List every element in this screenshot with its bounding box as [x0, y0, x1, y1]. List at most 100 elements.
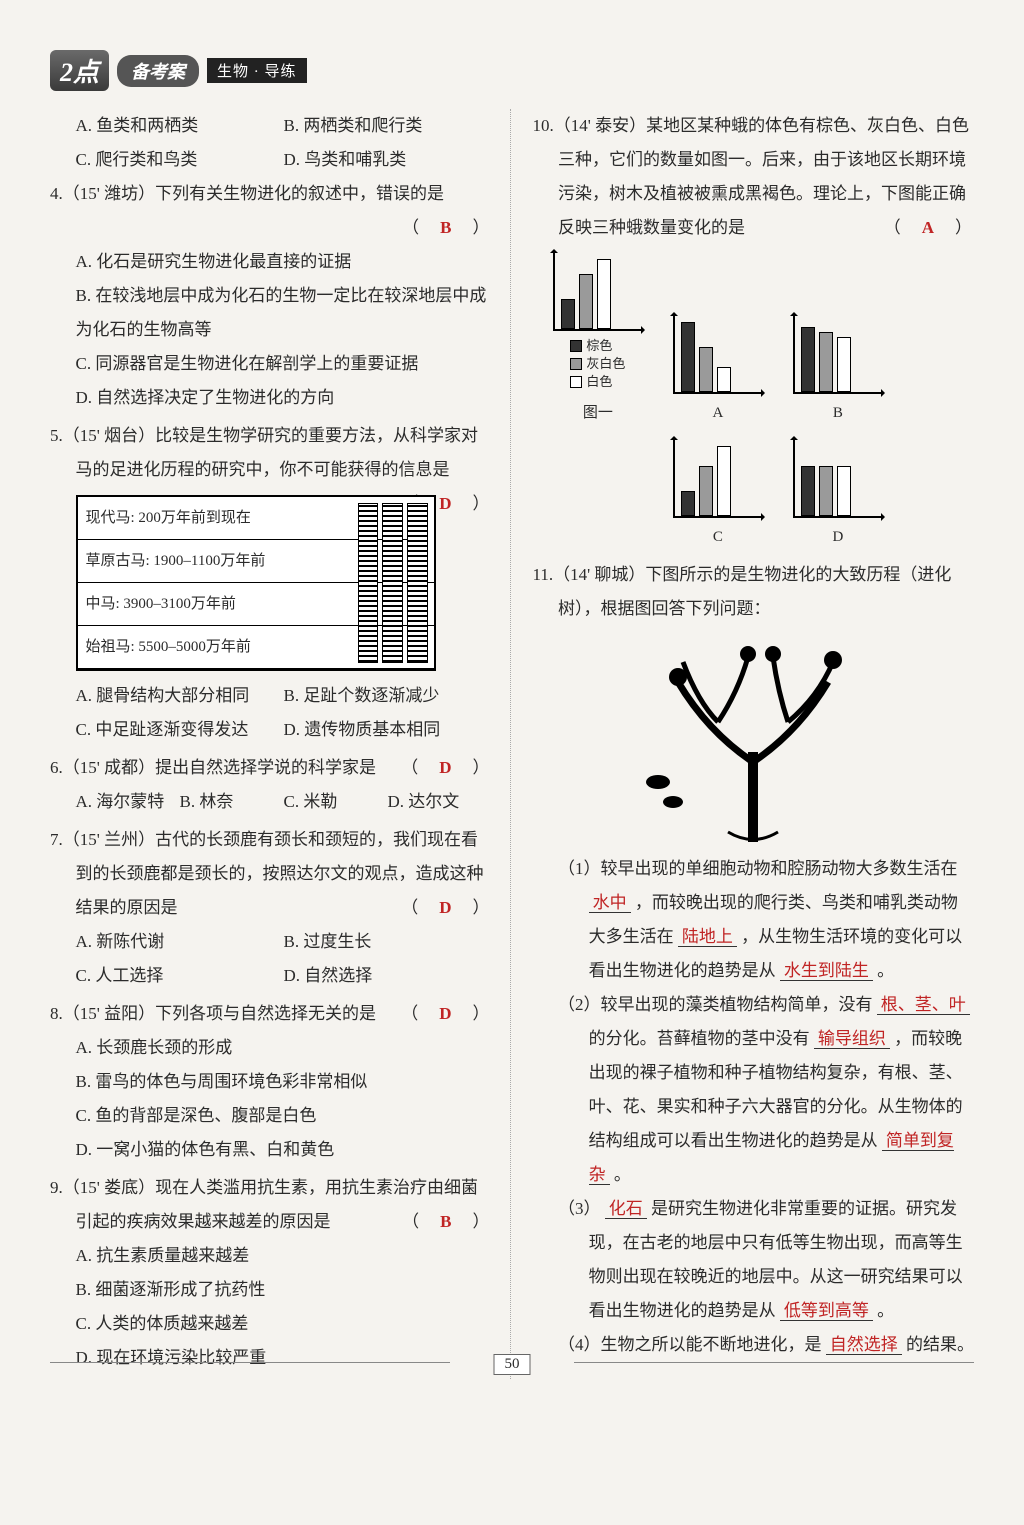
right-column: 10.（14' 泰安）某地区某种蛾的体色有棕色、灰白色、白色三种，它们的数量如图…: [533, 109, 975, 1379]
q6-opts: A. 海尔蒙特 B. 林奈 C. 米勒 D. 达尔文: [50, 785, 492, 819]
horse-bone-icons: [358, 503, 428, 663]
q9-answer: B: [440, 1212, 453, 1231]
q5-opts-row2: C. 中足趾逐渐变得发达 D. 遗传物质基本相同: [50, 713, 492, 747]
moth-charts: 棕色 灰白色 白色 图一 A B C: [553, 251, 974, 552]
legend-graywhite: 灰白色: [586, 355, 625, 373]
q5-stem-text: 5.（15' 烟台）比较是生物学研究的重要方法，从科学家对马的足进化历程的研究中…: [50, 426, 478, 479]
q11-stem: 11.（14' 聊城）下图所示的是生物进化的大致历程（进化树），根据图回答下列问…: [533, 558, 975, 626]
q11-4-fill1: 自然选择: [826, 1335, 902, 1355]
q7-opts-row1: A. 新陈代谢 B. 过度生长: [50, 925, 492, 959]
evolution-tree-figure: [628, 632, 878, 842]
chart-fig1: [553, 251, 643, 331]
q11-2-fill1: 根、茎、叶: [877, 995, 970, 1015]
q10-stem: 10.（14' 泰安）某地区某种蛾的体色有棕色、灰白色、白色三种，它们的数量如图…: [533, 109, 975, 245]
q5-opts-row1: A. 腿骨结构大部分相同 B. 足趾个数逐渐减少: [50, 679, 492, 713]
fig1-label: 图一: [583, 398, 613, 428]
q5-opt-a: A. 腿骨结构大部分相同: [76, 679, 284, 713]
q11-4-a: （4）生物之所以能不断地进化，是: [558, 1335, 822, 1354]
q10-answer: A: [922, 218, 936, 237]
chart-d-block: D: [793, 438, 883, 552]
q4-opt-a: A. 化石是研究生物进化最直接的证据: [50, 245, 492, 279]
q7-opt-d: D. 自然选择: [284, 959, 492, 993]
chart-b-label: B: [833, 398, 843, 428]
q7-opt-c: C. 人工选择: [76, 959, 284, 993]
q6-answer: D: [439, 758, 453, 777]
q8: 8.（15' 益阳）下列各项与自然选择无关的是 （ D ） A. 长颈鹿长颈的形…: [50, 997, 492, 1167]
q9-opt-b: B. 细菌逐渐形成了抗药性: [50, 1273, 492, 1307]
tree-icon: [628, 632, 878, 842]
q11-1-fill2: 陆地上: [678, 927, 737, 947]
header-tag: 生物 · 导练: [207, 58, 307, 83]
footer-rule: [50, 1362, 450, 1363]
q5-opt-c: C. 中足趾逐渐变得发达: [76, 713, 284, 747]
chart-fig1-block: 棕色 灰白色 白色 图一: [553, 251, 643, 428]
q6: 6.（15' 成都）提出自然选择学说的科学家是 （ D ） A. 海尔蒙特 B.…: [50, 751, 492, 819]
q3-opt-a: A. 鱼类和两栖类: [76, 109, 284, 143]
q9-opt-c: C. 人类的体质越来越差: [50, 1307, 492, 1341]
q4-opt-c: C. 同源器官是生物进化在解剖学上的重要证据: [50, 347, 492, 381]
q11-3-a: （3）: [558, 1199, 601, 1218]
q5-opt-b: B. 足趾个数逐渐减少: [284, 679, 492, 713]
q3-opt-c: C. 爬行类和鸟类: [76, 143, 284, 177]
q3-opt-b: B. 两栖类和爬行类: [284, 109, 492, 143]
chart-b: [793, 314, 883, 394]
q5-opt-d: D. 遗传物质基本相同: [284, 713, 492, 747]
q8-stem: 8.（15' 益阳）下列各项与自然选择无关的是 （ D ）: [50, 997, 492, 1031]
q7-stem: 7.（15' 兰州）古代的长颈鹿有颈长和颈短的，我们现在看到的长颈鹿都是颈长的，…: [50, 823, 492, 925]
q4: 4.（15' 潍坊）下列有关生物进化的叙述中，错误的是 （ B ） A. 化石是…: [50, 177, 492, 415]
legend-white: 白色: [586, 373, 612, 391]
q7: 7.（15' 兰州）古代的长颈鹿有颈长和颈短的，我们现在看到的长颈鹿都是颈长的，…: [50, 823, 492, 993]
q6-stem: 6.（15' 成都）提出自然选择学说的科学家是 （ D ）: [50, 751, 492, 785]
bone-icon: [358, 503, 379, 663]
bone-icon: [407, 503, 428, 663]
q10: 10.（14' 泰安）某地区某种蛾的体色有棕色、灰白色、白色三种，它们的数量如图…: [533, 109, 975, 552]
q5-answer: D: [439, 494, 453, 513]
q6-opt-d: D. 达尔文: [388, 785, 492, 819]
q6-opt-c: C. 米勒: [284, 785, 388, 819]
chart-a-block: A: [673, 314, 763, 428]
q8-opt-c: C. 鱼的背部是深色、腹部是白色: [50, 1099, 492, 1133]
q7-opt-b: B. 过度生长: [284, 925, 492, 959]
q11-2-a: （2）较早出现的藻类植物结构简单，没有: [558, 995, 873, 1014]
q11-1-a: （1）较早出现的单细胞动物和腔肠动物大多数生活在: [558, 859, 958, 878]
chart-legend: 棕色 灰白色 白色: [566, 335, 629, 394]
chart-c-label: C: [713, 522, 723, 552]
page-number: 50: [494, 1354, 531, 1375]
q8-opt-a: A. 长颈鹿长颈的形成: [50, 1031, 492, 1065]
q8-opt-d: D. 一窝小猫的体色有黑、白和黄色: [50, 1133, 492, 1167]
q4-stem: 4.（15' 潍坊）下列有关生物进化的叙述中，错误的是: [50, 177, 492, 211]
q7-answer-slot: （ D ）: [427, 891, 492, 925]
q4-answer-slot: （ B ）: [402, 211, 491, 245]
left-column: A. 鱼类和两栖类 B. 两栖类和爬行类 C. 爬行类和鸟类 D. 鸟类和哺乳类…: [50, 109, 511, 1379]
q7-answer: D: [439, 898, 453, 917]
q5-answer-slot: （ D ）: [427, 487, 492, 521]
footer-rule: [574, 1362, 974, 1363]
q9: 9.（15' 娄底）现在人类滥用抗生素，用抗生素治疗由细菌引起的疾病效果越来越差…: [50, 1171, 492, 1375]
q6-opt-a: A. 海尔蒙特: [76, 785, 180, 819]
header-badge: 2点: [50, 50, 109, 91]
q6-stem-text: 6.（15' 成都）提出自然选择学说的科学家是: [50, 758, 376, 777]
q11: 11.（14' 聊城）下图所示的是生物进化的大致历程（进化树），根据图回答下列问…: [533, 558, 975, 1362]
bone-icon: [382, 503, 403, 663]
page-header: 2点 备考案 生物 · 导练: [50, 50, 974, 91]
q8-opt-b: B. 雷鸟的体色与周围环境色彩非常相似: [50, 1065, 492, 1099]
q5: 5.（15' 烟台）比较是生物学研究的重要方法，从科学家对马的足进化历程的研究中…: [50, 419, 492, 747]
chart-c-block: C: [673, 438, 763, 552]
q11-1-fill1: 水中: [589, 893, 631, 913]
q4-opt-d: D. 自然选择决定了生物进化的方向: [50, 381, 492, 415]
q6-answer-slot: （ D ）: [427, 751, 492, 785]
q7-opts-row2: C. 人工选择 D. 自然选择: [50, 959, 492, 993]
q7-opt-a: A. 新陈代谢: [76, 925, 284, 959]
q3-opt-d: D. 鸟类和哺乳类: [284, 143, 492, 177]
legend-brown: 棕色: [586, 337, 612, 355]
q11-sub3: （3） 化石 是研究生物进化非常重要的证据。研究发现，在古老的地层中只有低等生物…: [563, 1192, 974, 1328]
q11-2-d: 。: [614, 1165, 631, 1184]
q5-stem: 5.（15' 烟台）比较是生物学研究的重要方法，从科学家对马的足进化历程的研究中…: [50, 419, 492, 487]
q11-1-fill3: 水生到陆生: [780, 961, 873, 981]
q11-sub1: （1）较早出现的单细胞动物和腔肠动物大多数生活在 水中 ，而较晚出现的爬行类、鸟…: [563, 852, 974, 988]
q3-opts-row1: A. 鱼类和两栖类 B. 两栖类和爬行类: [50, 109, 492, 143]
chart-b-block: B: [793, 314, 883, 428]
q11-1-d: 。: [877, 961, 894, 980]
q3-opts-row2: C. 爬行类和鸟类 D. 鸟类和哺乳类: [50, 143, 492, 177]
q11-3-fill1: 化石: [605, 1199, 647, 1219]
